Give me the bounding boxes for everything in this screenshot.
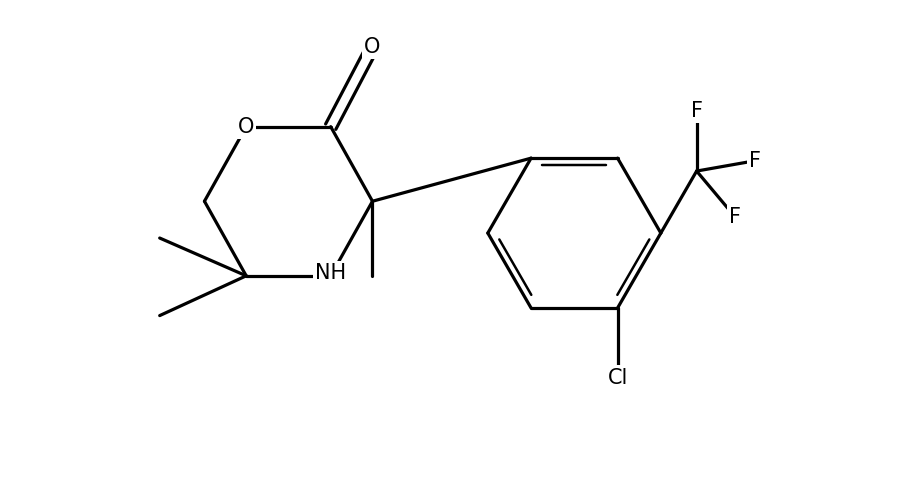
Text: O: O [363, 37, 380, 57]
Text: O: O [238, 117, 254, 137]
Text: NH: NH [315, 263, 346, 283]
Text: F: F [690, 102, 701, 122]
Text: Cl: Cl [607, 367, 627, 387]
Text: F: F [728, 207, 740, 227]
Text: F: F [749, 151, 761, 171]
